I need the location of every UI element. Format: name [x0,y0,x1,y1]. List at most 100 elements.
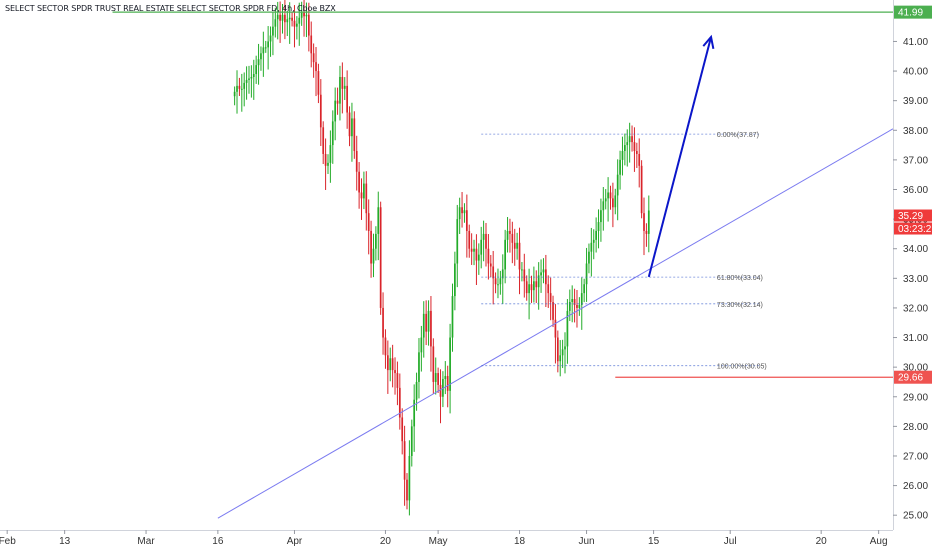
x-tick-label: Feb [0,536,16,547]
candle-up [372,248,375,264]
x-tick-label: Aug [870,536,888,547]
y-tick-label: 36.00 [903,185,928,196]
drawing-tools[interactable]: 0.00%(37.87) 61.80%(33.04) 73.30%(32.14) 10… [112,11,894,519]
candle-up [331,121,334,146]
candle-down [403,441,406,480]
candle-up [363,183,365,199]
candle-up [592,239,595,243]
y-tick-label: 26.00 [903,481,928,492]
candle-down [324,153,327,166]
candle-down [406,479,408,501]
candle-up [454,263,456,297]
candle-up [568,302,571,311]
candle-down [487,248,490,264]
candle-up [473,248,475,252]
y-tick-label: 38.00 [903,126,928,137]
candle-down [494,278,497,285]
candle-up [607,192,609,199]
candle-up [516,242,518,249]
y-tick-label: 40.00 [903,67,928,78]
candle-up [619,159,621,175]
candle-up [262,47,265,54]
candle-up [506,230,509,240]
candle-up [252,74,255,77]
candle-down [492,266,495,279]
candle-up [595,230,597,240]
candle-up [626,142,629,146]
candle-down [468,230,471,249]
candle-up [583,284,586,294]
candle-up [288,17,291,20]
candle-up [264,47,267,49]
candle-up [375,233,377,249]
candle-down [643,213,645,231]
x-tick-label: 13 [59,536,71,547]
candle-down [348,112,351,137]
candle-up [537,275,540,288]
candle-down [556,337,559,362]
candle-up [281,14,284,21]
candle-up [427,310,430,332]
candle-down [549,293,552,303]
candle-up [588,251,590,264]
candle-up [482,233,485,240]
candle-down [547,284,550,294]
target-arrow-head [702,34,715,49]
candle-down [425,313,428,332]
resistance-price-label: 41.99 [898,8,923,19]
candle-up [233,91,236,97]
candle-up [477,254,480,261]
candle-down [509,230,511,234]
y-tick-label: 34.00 [903,244,928,255]
candle-up [245,79,248,83]
candle-up [600,210,602,223]
target-arrow[interactable] [647,36,713,278]
candle-up [614,195,617,208]
price-axis[interactable]: 25.00 26.00 27.00 28.00 29.00 30.00 31.00 32.00… [893,0,932,550]
candle-down [609,192,612,199]
candle-down [485,233,487,249]
y-tick-label: 39.00 [903,96,928,107]
current-price-label-bg [894,209,932,222]
candle-down [367,213,370,231]
candle-down [310,35,313,54]
candle-down [552,302,554,320]
fib-level-label: 100.00%(30.05) [717,364,767,371]
y-tick-label: 33.00 [903,274,928,285]
candle-down [279,14,281,21]
candle-down [523,269,526,282]
y-tick-label: 29.00 [903,392,928,403]
candle-up [329,145,332,163]
candle-down [291,17,293,21]
candle-down [384,337,387,356]
candle-down [573,299,576,305]
candle-down [355,151,358,172]
candle-up [422,313,425,338]
x-tick-label: 20 [816,536,828,547]
support-price-label: 29.66 [898,373,923,384]
candle-up [623,145,626,152]
candle-up [597,222,600,231]
trendline[interactable] [217,128,894,519]
x-tick-label: 20 [380,536,392,547]
time-axis[interactable]: Feb 13 Mar 16 Apr 20 May 18 Jun 15 Jul 20 Aug [0,530,893,547]
candle-down [398,387,401,418]
candle-up [408,455,411,501]
candle-up [413,399,416,427]
x-tick-label: Apr [287,536,303,547]
candle-down [513,242,516,249]
candle-down [631,136,633,143]
candle-up [327,162,329,166]
support-price-label-bg [894,370,932,384]
candle-up [628,136,631,143]
current-price-label: 35.29 [898,211,923,222]
candle-up [444,376,447,379]
y-tick-label: 32.00 [903,303,928,314]
price-labels: 41.99 29.66 35.29 03:23:2 [894,5,932,384]
candle-up [236,85,238,92]
candle-up [298,17,301,24]
candle-down [645,230,648,234]
candle-down [432,346,435,382]
